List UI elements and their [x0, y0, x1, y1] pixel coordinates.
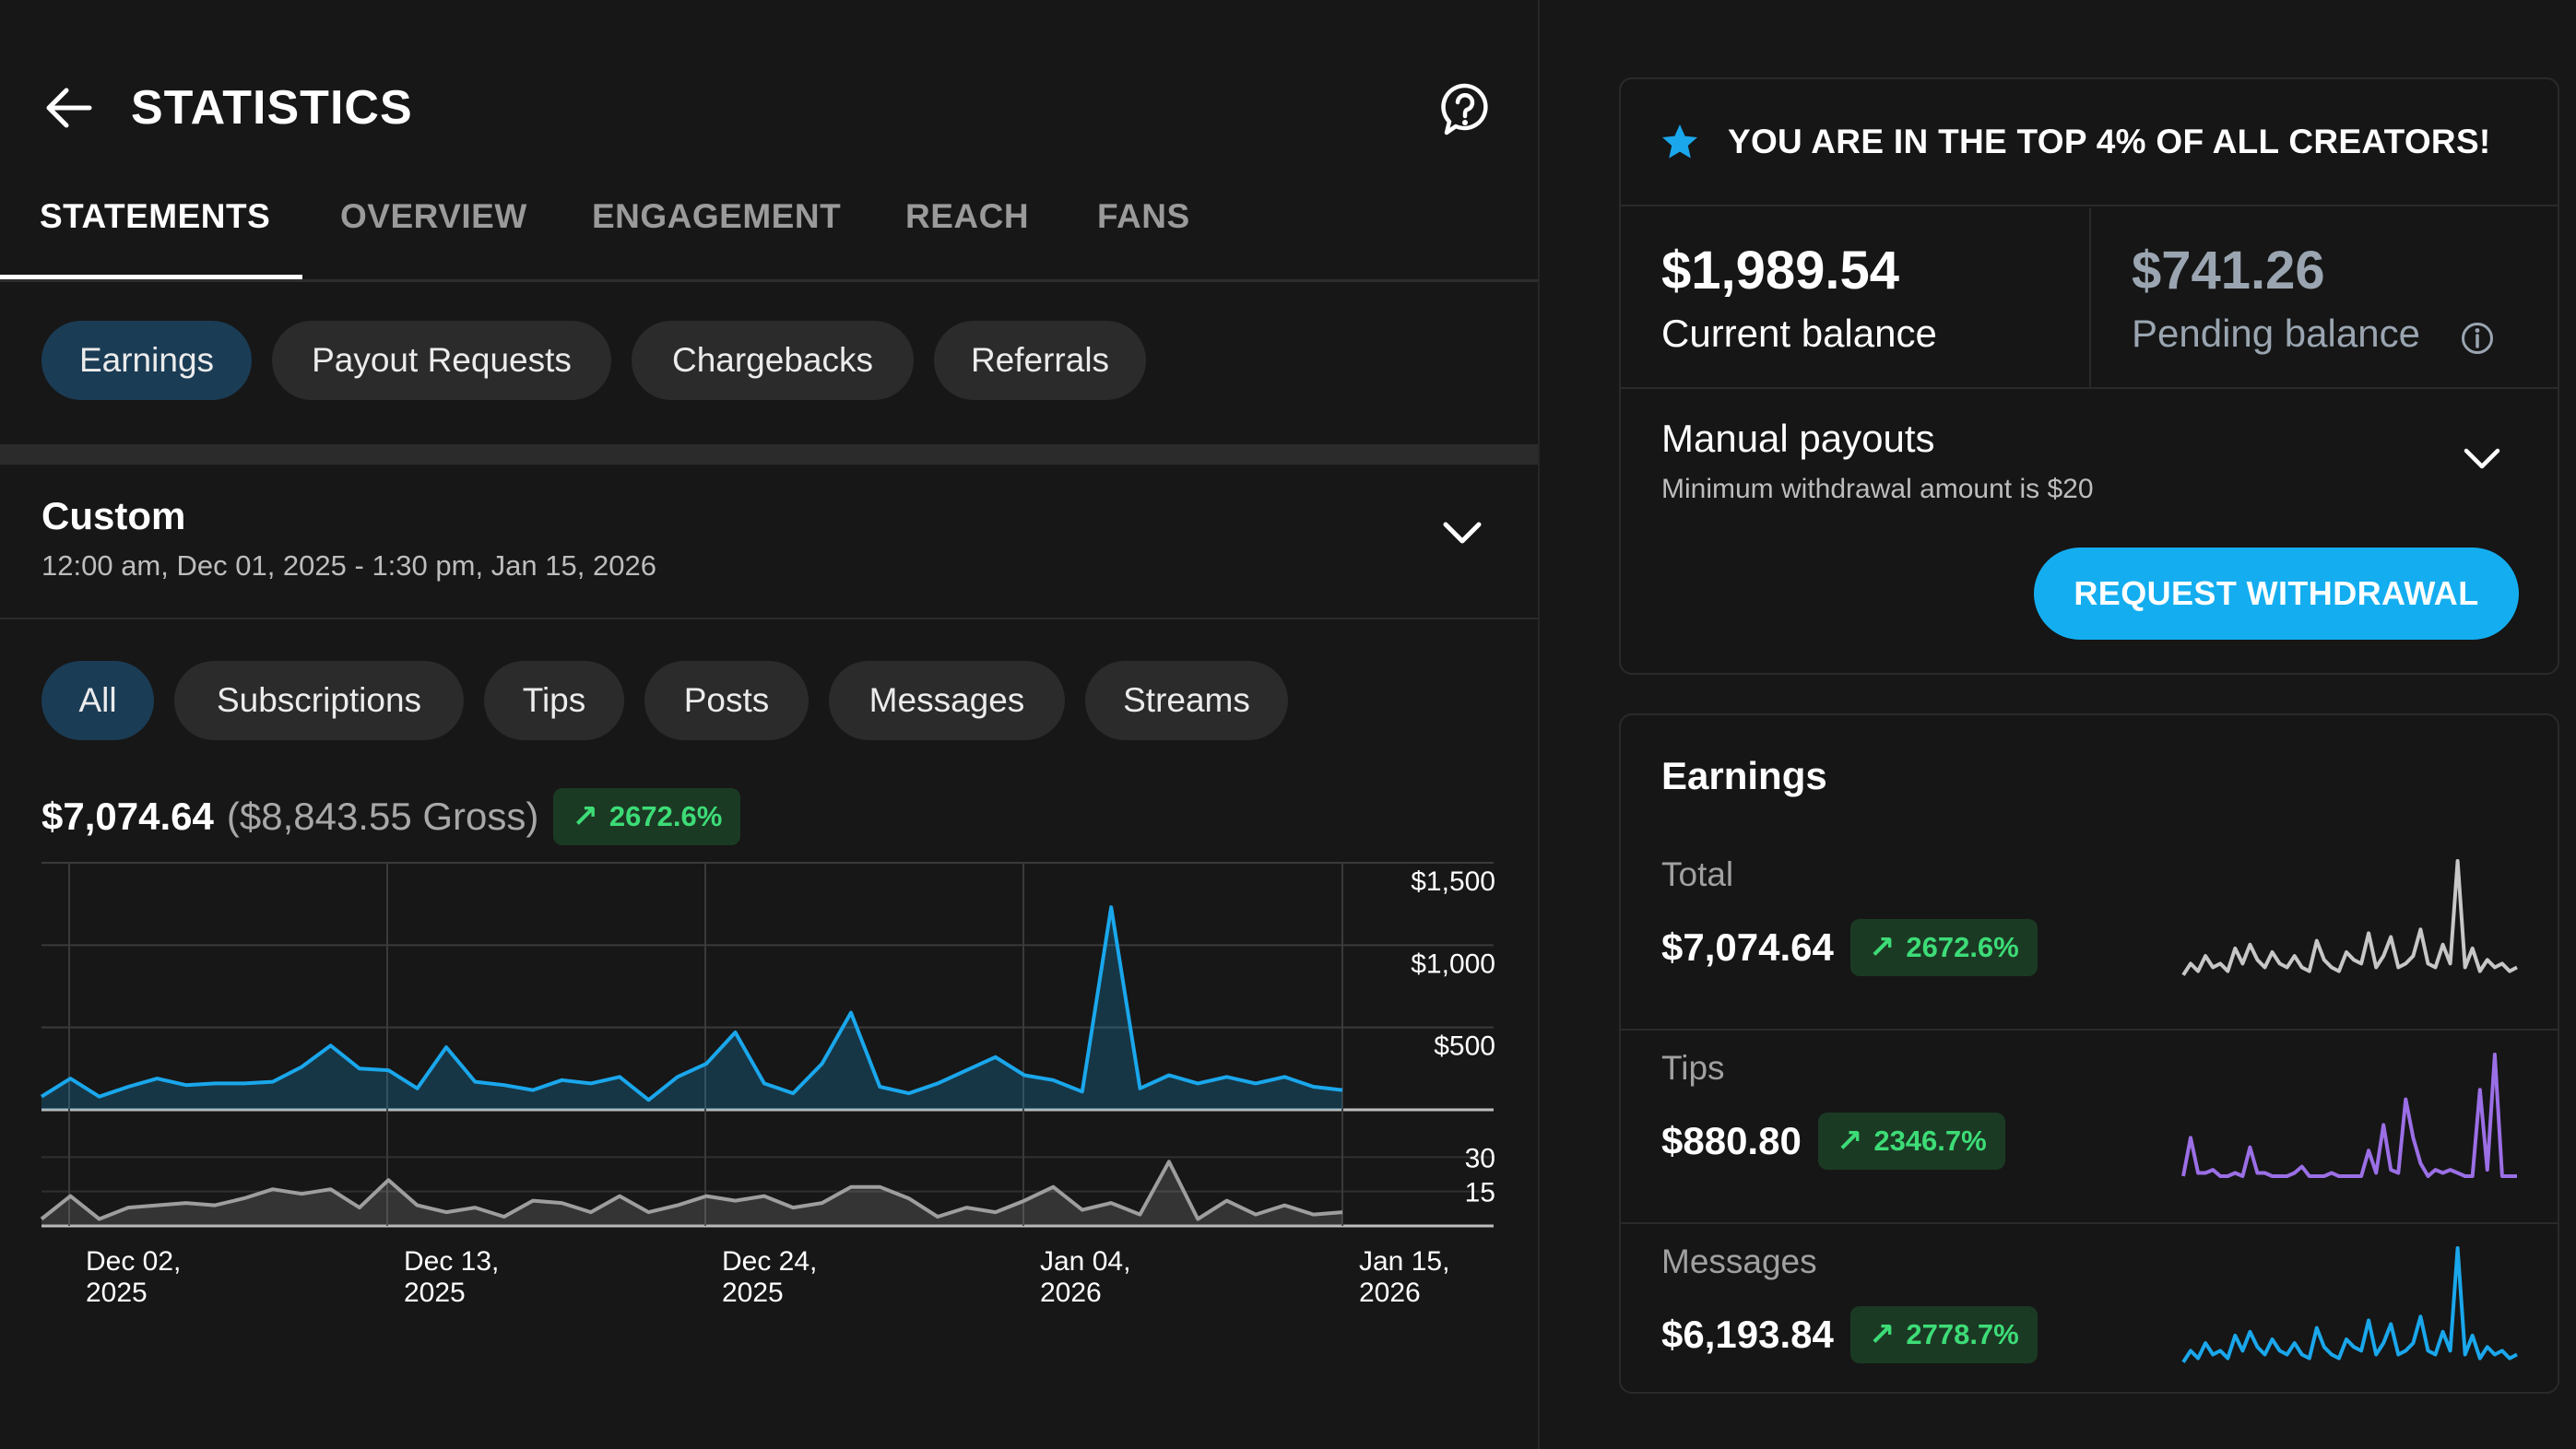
page-title: STATISTICS: [131, 81, 413, 135]
chevron-down-icon[interactable]: [2458, 435, 2506, 483]
earnings-summary: $7,074.64 ($8,843.55 Gross) ↗ 2672.6%: [41, 785, 741, 848]
earnings-row-tips: Tips $880.80 ↗ 2346.7%: [1621, 1031, 2558, 1224]
earnings-chart: $1,500 $1,000 $500 30 15 Dec 02, 2025 Dec 13, 20…: [40, 862, 1495, 1308]
transactions-series-line: [40, 1160, 1343, 1221]
earnings-series-line: [40, 905, 1343, 1102]
earnings-breakdown-card: Earnings Total $7,074.64 ↗ 2672.6% Tips …: [1619, 713, 2559, 1394]
earnings-row-label: Tips: [1661, 1049, 1725, 1087]
earnings-row-value: $6,193.84 ↗ 2778.7%: [1661, 1305, 2038, 1364]
x-tick-label: Dec 13, 2025: [404, 1246, 499, 1308]
pending-balance-label: Pending balance: [2132, 312, 2420, 355]
stats-tabs: STATEMENTS OVERVIEW ENGAGEMENT REACH FAN…: [0, 175, 1538, 282]
x-tick-label: Dec 24, 2025: [722, 1246, 817, 1308]
change-value: 2672.6%: [1906, 931, 2019, 963]
earnings-row-total: Total $7,074.64 ↗ 2672.6%: [1621, 837, 2558, 1031]
manual-payouts-subtitle: Minimum withdrawal amount is $20: [1661, 474, 2094, 504]
earnings-row-value: $880.80 ↗ 2346.7%: [1661, 1112, 2005, 1171]
tab-statements[interactable]: STATEMENTS: [40, 197, 271, 235]
transactions-series: [40, 1160, 1343, 1226]
trend-up-icon: ↗: [572, 799, 598, 834]
tab-engagement[interactable]: ENGAGEMENT: [592, 197, 842, 235]
earnings-row-value: $7,074.64 ↗ 2672.6%: [1661, 918, 2038, 977]
sparkline-path: [2181, 1053, 2517, 1178]
tips-sparkline: [2181, 1053, 2517, 1178]
balance-card: YOU ARE IN THE TOP 4% OF ALL CREATORS! $…: [1619, 77, 2559, 675]
change-value: 2672.6%: [609, 800, 723, 832]
y-tick-label: $1,500: [1411, 866, 1495, 897]
chevron-down-icon[interactable]: [1436, 507, 1488, 559]
y-tick-label: 15: [1465, 1178, 1495, 1208]
y-tick-label: $1,000: [1411, 948, 1495, 979]
earnings-row-label: Messages: [1661, 1243, 1817, 1280]
chip-earnings[interactable]: Earnings: [41, 321, 252, 400]
chart-grid: [41, 862, 1494, 1228]
y-tick-label: $500: [1434, 1031, 1495, 1062]
filter-posts[interactable]: Posts: [644, 661, 809, 740]
change-badge: ↗ 2778.7%: [1849, 1306, 2038, 1363]
current-balance-amount: $1,989.54: [1661, 241, 1900, 300]
x-tick-label: Jan 04, 2026: [1040, 1246, 1130, 1308]
pending-balance: $741.26 Pending balance: [2091, 208, 2558, 389]
change-badge: ↗ 2672.6%: [1849, 919, 2038, 976]
chip-payout-requests[interactable]: Payout Requests: [272, 321, 611, 400]
info-icon[interactable]: [2460, 321, 2495, 356]
messages-sparkline: [2181, 1246, 2518, 1363]
trend-up-icon: ↗: [1868, 1317, 1896, 1352]
gross-total: ($8,843.55 Gross): [226, 795, 539, 838]
earnings-row-amount: $880.80: [1661, 1119, 1802, 1162]
chip-chargebacks[interactable]: Chargebacks: [632, 321, 914, 400]
filter-all[interactable]: All: [41, 661, 154, 740]
x-tick-label: Dec 02, 2025: [86, 1246, 181, 1308]
top-creator-banner: YOU ARE IN THE TOP 4% OF ALL CREATORS!: [1621, 79, 2558, 206]
current-balance-label: Current balance: [1661, 312, 1937, 355]
manual-payouts-title: Manual payouts: [1661, 417, 1935, 460]
star-icon: [1662, 124, 1697, 159]
active-tab-indicator: [0, 275, 302, 279]
chart-axis-labels: $1,500 $1,000 $500 30 15 Dec 02, 2025 Dec 13, 20…: [86, 866, 1495, 1308]
change-value: 2346.7%: [1873, 1125, 1987, 1157]
trend-up-icon: ↗: [1836, 1124, 1863, 1159]
change-badge: ↗ 2672.6%: [553, 788, 741, 845]
tab-fans[interactable]: FANS: [1097, 197, 1190, 235]
date-range-title: Custom: [41, 494, 186, 537]
earnings-row-amount: $7,074.64: [1661, 925, 1834, 969]
filter-subscriptions[interactable]: Subscriptions: [174, 661, 464, 740]
filter-messages[interactable]: Messages: [829, 661, 1065, 740]
question-circle-icon[interactable]: [1436, 81, 1494, 138]
y-tick-label: 30: [1465, 1143, 1495, 1173]
sparkline-path: [2181, 859, 2518, 976]
sparkline-path: [2181, 1246, 2518, 1363]
statements-panel: STATISTICS STATEMENTS OVERVIEW ENGAGEMEN…: [0, 76, 1538, 1308]
earnings-series-area: [41, 907, 1342, 1110]
filter-tips[interactable]: Tips: [484, 661, 624, 740]
arrow-left-icon[interactable]: [41, 80, 96, 135]
earnings-row-label: Total: [1661, 855, 1734, 893]
x-tick-label: Jan 15, 2026: [1359, 1246, 1449, 1308]
total-sparkline: [2181, 859, 2518, 976]
change-value: 2778.7%: [1906, 1318, 2019, 1350]
earnings-series: [40, 905, 1343, 1110]
change-badge: ↗ 2346.7%: [1817, 1113, 2005, 1170]
earnings-row-messages: Messages $6,193.84 ↗ 2778.7%: [1621, 1224, 2558, 1418]
chip-referrals[interactable]: Referrals: [934, 321, 1146, 400]
earnings-card-title: Earnings: [1661, 754, 1827, 797]
date-range-selector[interactable]: Custom 12:00 am, Dec 01, 2025 - 1:30 pm,…: [0, 465, 1538, 619]
request-withdrawal-button[interactable]: REQUEST WITHDRAWAL: [2034, 548, 2519, 640]
net-total: $7,074.64: [41, 795, 214, 838]
page-header: STATISTICS: [41, 76, 413, 140]
tab-reach[interactable]: REACH: [905, 197, 1030, 235]
filter-streams[interactable]: Streams: [1085, 661, 1288, 740]
pending-balance-amount: $741.26: [2132, 241, 2325, 300]
earnings-row-amount: $6,193.84: [1661, 1313, 1834, 1356]
current-balance: $1,989.54 Current balance: [1621, 208, 2091, 389]
trend-up-icon: ↗: [1868, 930, 1896, 965]
tab-overview[interactable]: OVERVIEW: [340, 197, 527, 235]
date-range-subtitle: 12:00 am, Dec 01, 2025 - 1:30 pm, Jan 15…: [41, 549, 656, 582]
transactions-series-area: [41, 1161, 1342, 1226]
top-creator-text: YOU ARE IN THE TOP 4% OF ALL CREATORS!: [1728, 123, 2491, 160]
section-divider: [0, 444, 1538, 465]
panel-divider: [1538, 0, 1540, 1449]
